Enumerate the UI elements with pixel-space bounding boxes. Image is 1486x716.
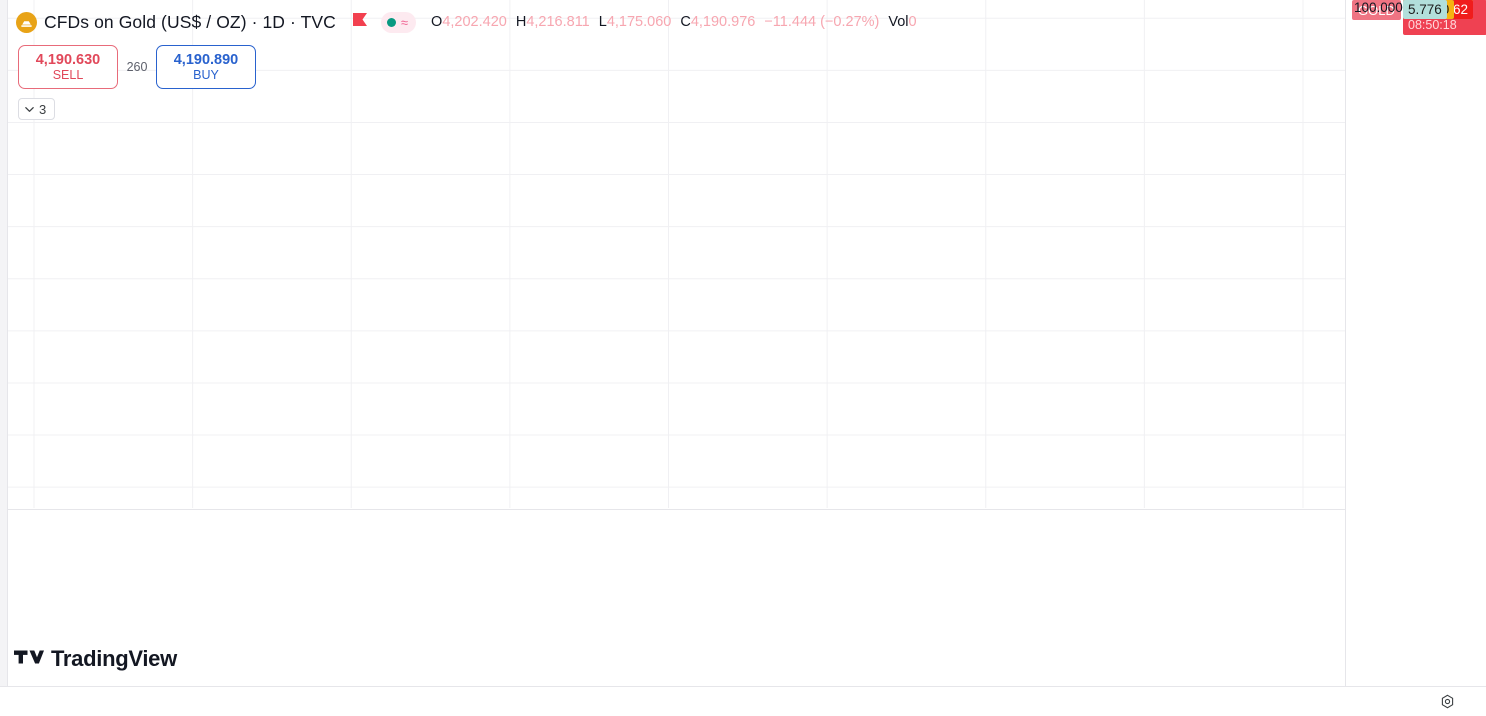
sell-label: SELL <box>52 68 84 83</box>
pane-divider[interactable] <box>8 509 1345 510</box>
sell-button[interactable]: 4,190.630 SELL <box>18 45 118 89</box>
indicator-scale-tick: 100.000 <box>1354 0 1403 15</box>
tradingview-wordmark: TradingView <box>51 646 177 671</box>
open-key: O <box>431 14 443 30</box>
time-scale[interactable] <box>0 686 1486 716</box>
left-toolbar-rail <box>0 0 8 686</box>
wave-approx-icon: ≈ <box>400 14 409 30</box>
high-value: 4,216.811 <box>526 14 590 30</box>
collapse-count: 3 <box>39 101 47 117</box>
buy-button[interactable]: 4,190.890 BUY <box>156 45 256 89</box>
gold-bars-icon <box>16 11 37 33</box>
volume-value: 0 <box>908 14 917 30</box>
volume-key: Vol <box>888 14 909 30</box>
change-value: −11.444 (−0.27%) <box>764 14 880 30</box>
high-key: H <box>515 14 527 30</box>
macd-pane[interactable] <box>8 512 1345 654</box>
low-key: L <box>598 14 607 30</box>
histogram-value-tag: 5.776 <box>1403 0 1447 19</box>
chart-style-pill[interactable]: ≈ <box>380 11 417 33</box>
spread-value: 260 <box>126 60 148 74</box>
last-price-countdown: 08:50:18 <box>1408 18 1457 33</box>
close-value: 4,190.976 <box>690 14 756 30</box>
settings-gear-icon[interactable] <box>1439 694 1456 716</box>
chart-legend: CFDs on Gold (US$ / OZ) · 1D · TVC ≈ O 4,… <box>16 8 926 36</box>
open-value: 4,202.420 <box>442 14 507 30</box>
tradingview-logo-icon <box>14 647 44 672</box>
sell-price: 4,190.630 <box>35 51 101 68</box>
red-flag-icon[interactable] <box>351 12 368 33</box>
low-value: 4,175.060 <box>606 14 672 30</box>
symbol-price-badge: GOLD <box>1352 0 1401 20</box>
legend-collapse-badge[interactable]: 3 <box>18 98 56 120</box>
price-scale[interactable]: GOLD 4,190.976 08:50:18 4,123.573 4,058.… <box>1345 0 1486 686</box>
green-dot-icon <box>386 17 396 27</box>
tradingview-watermark: TradingView <box>14 646 177 672</box>
ohlc-values: O 4,202.420 H 4,216.811 L 4,175.060 C 4,190.… <box>431 14 926 30</box>
close-key: C <box>680 14 691 30</box>
trade-buttons: 4,190.630 SELL 260 4,190.890 BUY <box>18 45 256 89</box>
symbol-title[interactable]: CFDs on Gold (US$ / OZ) · 1D · TVC <box>44 11 336 32</box>
buy-price: 4,190.890 <box>173 51 239 68</box>
chevron-down-icon <box>25 106 34 112</box>
buy-label: BUY <box>193 68 219 83</box>
